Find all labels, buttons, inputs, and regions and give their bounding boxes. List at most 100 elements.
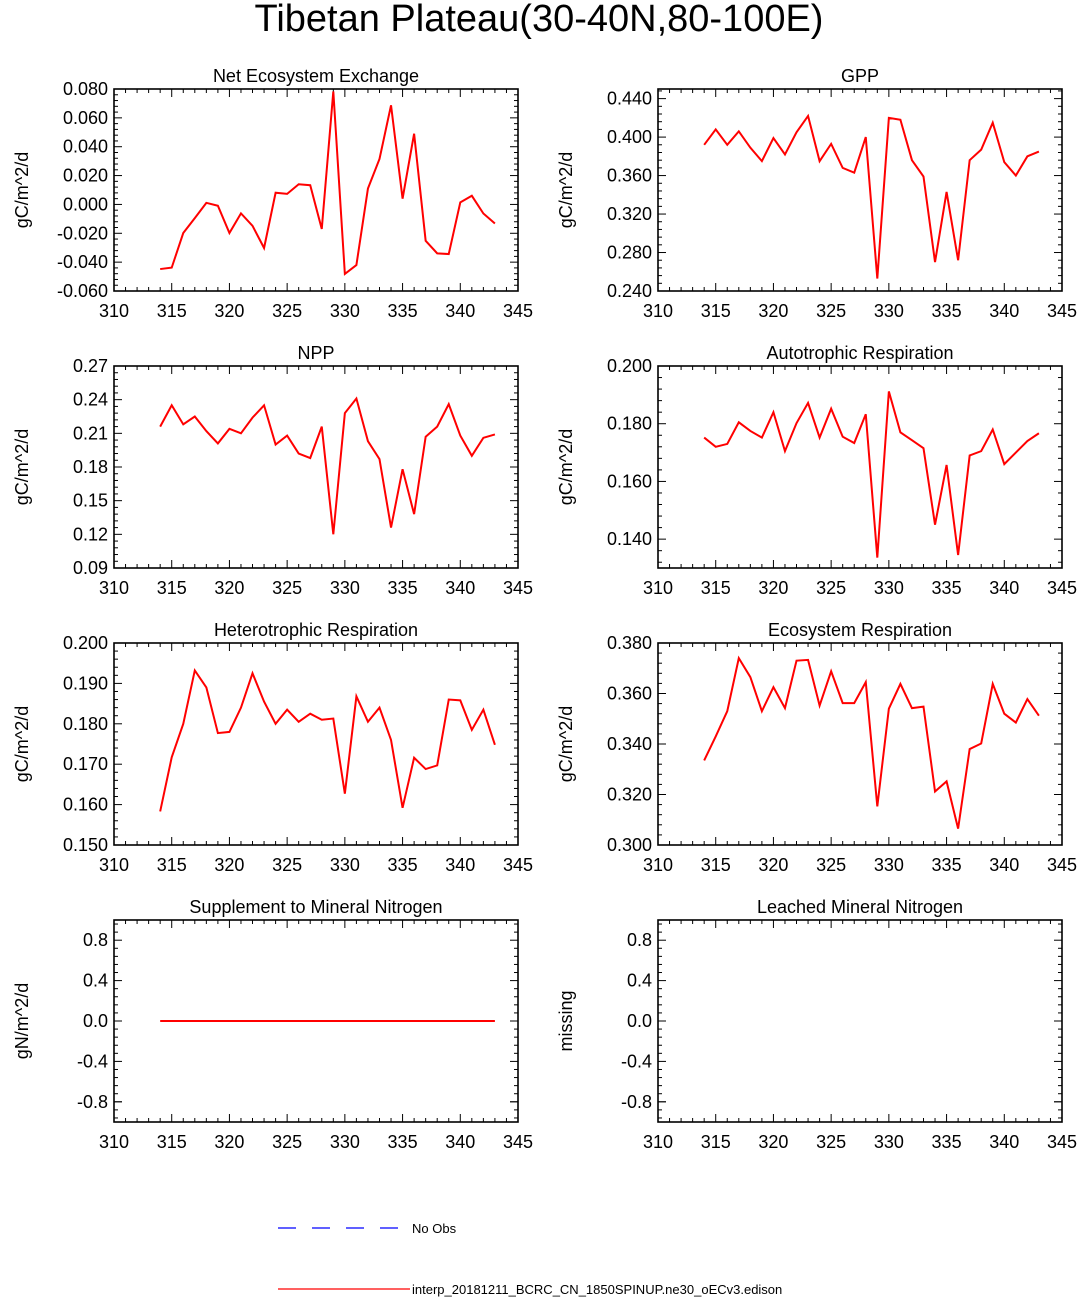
x-tick-label: 325 [272, 855, 302, 875]
y-axis-label: gC/m^2/d [556, 429, 576, 505]
y-tick-label: 0.21 [73, 423, 108, 443]
x-tick-label: 345 [1047, 578, 1077, 598]
y-tick-label: -0.8 [621, 1092, 652, 1112]
x-tick-label: 345 [1047, 855, 1077, 875]
x-tick-label: 330 [874, 855, 904, 875]
series-line-model [703, 113, 1040, 279]
y-tick-label: 0.8 [83, 930, 108, 950]
chart-panel: NPP gC/m^2/d 310 315 320 325 330 335 340 345 0.09 0… [12, 343, 533, 598]
y-tick-label: -0.8 [77, 1092, 108, 1112]
x-tick-label: 320 [214, 578, 244, 598]
y-axis-label: gC/m^2/d [12, 429, 32, 505]
x-tick-label: 345 [503, 1132, 533, 1152]
x-tick-label: 310 [99, 855, 129, 875]
x-tick-label: 340 [445, 301, 475, 321]
y-tick-label: 0.200 [63, 633, 108, 653]
x-tick-label: 320 [758, 301, 788, 321]
panel-title: Heterotrophic Respiration [214, 620, 418, 640]
x-tick-label: 335 [388, 301, 418, 321]
panel-title: Net Ecosystem Exchange [213, 66, 419, 86]
x-tick-label: 330 [330, 1132, 360, 1152]
y-tick-label: 0.12 [73, 524, 108, 544]
y-tick-label: 0.15 [73, 491, 108, 511]
x-tick-label: 310 [643, 1132, 673, 1152]
x-tick-label: 315 [157, 578, 187, 598]
legend-model-label: interp_20181211_BCRC_CN_1850SPINUP.ne30_… [412, 1282, 782, 1297]
x-tick-label: 310 [643, 578, 673, 598]
chart-panel: Ecosystem Respiration gC/m^2/d 310 315 320 32… [556, 620, 1077, 875]
panel-title: GPP [841, 66, 879, 86]
y-tick-label: 0.360 [607, 166, 652, 186]
y-tick-label: 0.190 [63, 673, 108, 693]
plot-frame [657, 88, 1063, 292]
x-tick-label: 310 [99, 301, 129, 321]
x-tick-label: 335 [388, 1132, 418, 1152]
x-tick-label: 320 [758, 855, 788, 875]
x-tick-label: 325 [272, 301, 302, 321]
y-tick-label: 0.280 [607, 243, 652, 263]
x-tick-label: 330 [330, 578, 360, 598]
y-tick-label: 0.24 [73, 390, 108, 410]
panel-title: Ecosystem Respiration [768, 620, 952, 640]
y-tick-label: 0.340 [607, 734, 652, 754]
series-line-model [703, 655, 1040, 829]
y-tick-label: 0.060 [63, 108, 108, 128]
x-tick-label: 310 [99, 578, 129, 598]
y-tick-label: -0.020 [57, 223, 108, 243]
x-tick-label: 345 [503, 301, 533, 321]
x-tick-label: 345 [1047, 301, 1077, 321]
x-tick-label: 315 [157, 301, 187, 321]
legend: No Obs interp_20181211_BCRC_CN_1850SPINU… [278, 1221, 782, 1297]
y-axis-label: gC/m^2/d [12, 152, 32, 228]
y-tick-label: 0.0 [83, 1011, 108, 1031]
plot-frame [657, 365, 1063, 569]
x-tick-label: 325 [816, 1132, 846, 1152]
x-tick-label: 340 [445, 578, 475, 598]
x-tick-label: 315 [157, 1132, 187, 1152]
y-tick-label: 0.320 [607, 785, 652, 805]
y-tick-label: -0.4 [621, 1051, 652, 1071]
x-tick-label: 335 [388, 855, 418, 875]
plot-frame [113, 642, 519, 846]
x-tick-label: 310 [643, 855, 673, 875]
plot-frame [657, 919, 1063, 1123]
series-line-model [159, 667, 496, 812]
y-tick-label: 0.27 [73, 356, 108, 376]
x-tick-label: 310 [643, 301, 673, 321]
x-tick-label: 330 [874, 1132, 904, 1152]
chart-panel: Net Ecosystem Exchange gC/m^2/d 310 315 320 3… [12, 66, 533, 321]
x-tick-label: 325 [816, 855, 846, 875]
y-tick-label: 0.200 [607, 356, 652, 376]
y-tick-label: 0.4 [83, 971, 108, 991]
panel-title: Leached Mineral Nitrogen [757, 897, 963, 917]
x-tick-label: 320 [758, 578, 788, 598]
x-tick-label: 340 [989, 301, 1019, 321]
figure-title: Tibetan Plateau(30-40N,80-100E) [254, 0, 824, 40]
x-tick-label: 330 [874, 578, 904, 598]
panel-title: Supplement to Mineral Nitrogen [189, 897, 442, 917]
y-tick-label: 0.150 [63, 835, 108, 855]
y-axis-label: missing [556, 990, 576, 1051]
series-line-model [159, 396, 496, 535]
y-tick-label: 0.180 [607, 414, 652, 434]
x-tick-label: 320 [214, 1132, 244, 1152]
y-tick-label: 0.160 [63, 795, 108, 815]
panels: Net Ecosystem Exchange gC/m^2/d 310 315 320 3… [12, 66, 1077, 1152]
x-tick-label: 315 [701, 301, 731, 321]
chart-panel: GPP gC/m^2/d 310 315 320 325 330 335 340 345 0.240… [556, 66, 1077, 321]
y-tick-label: 0.020 [63, 166, 108, 186]
y-tick-label: 0.4 [627, 971, 652, 991]
y-tick-label: 0.320 [607, 204, 652, 224]
x-tick-label: 330 [874, 301, 904, 321]
x-tick-label: 325 [816, 301, 846, 321]
plot-frame [657, 642, 1063, 846]
x-tick-label: 335 [388, 578, 418, 598]
y-tick-label: 0.000 [63, 194, 108, 214]
y-tick-label: -0.060 [57, 281, 108, 301]
x-tick-label: 325 [272, 1132, 302, 1152]
legend-obs-label: No Obs [412, 1221, 457, 1236]
y-tick-label: 0.360 [607, 684, 652, 704]
series-line-model [703, 391, 1040, 558]
y-axis-label: gN/m^2/d [12, 983, 32, 1059]
x-tick-label: 340 [989, 1132, 1019, 1152]
